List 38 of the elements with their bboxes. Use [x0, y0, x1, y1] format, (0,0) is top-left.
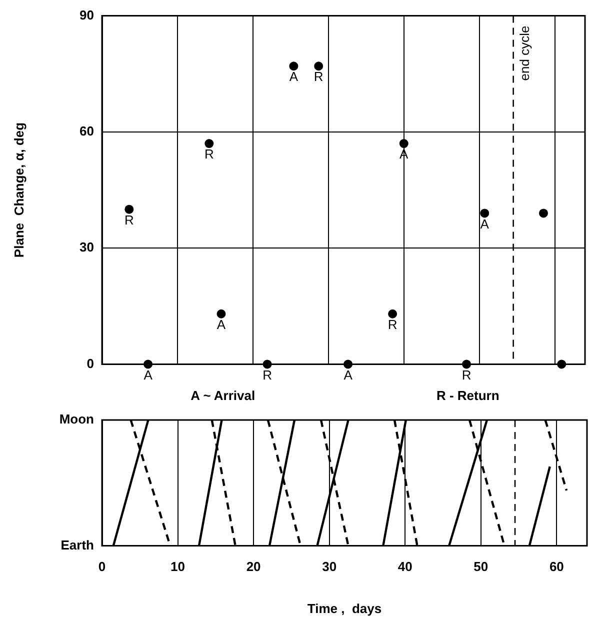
x-axis-title: Time , days — [307, 600, 382, 616]
annotation: A — [289, 69, 298, 84]
annotation: A — [480, 216, 490, 232]
x-tick-label: 40 — [398, 559, 412, 574]
y-tick-label: 30 — [80, 240, 94, 255]
text: Earth — [60, 537, 94, 552]
text: R - Return — [436, 388, 500, 402]
x-tick-label: 10 — [170, 559, 186, 574]
annotation: A — [344, 367, 353, 382]
annotation: A — [144, 367, 153, 382]
annotation: R — [124, 212, 134, 228]
point — [289, 62, 298, 71]
annotation: R — [262, 367, 272, 382]
y-tick-label: 90 — [80, 7, 94, 22]
x-tick-label: 60 — [549, 559, 564, 574]
x-tick-label: 30 — [322, 559, 337, 574]
annotation: R — [388, 316, 398, 332]
y-tick-label: 60 — [80, 124, 94, 139]
point — [216, 309, 226, 318]
y-axis-title: Plane Change, α, deg — [11, 122, 26, 258]
point — [124, 204, 134, 214]
point — [480, 208, 490, 218]
point — [314, 62, 324, 71]
annotation: A — [216, 316, 226, 332]
x-tick-label: 0 — [98, 559, 106, 574]
point — [388, 309, 398, 318]
ref-line-label: end cycle — [516, 26, 532, 81]
text: A ~ Arrival — [190, 388, 256, 402]
annotation: R — [204, 146, 214, 162]
text: Moon — [59, 412, 94, 427]
point — [399, 139, 408, 148]
annotation: R — [462, 367, 472, 382]
x-tick-label: 20 — [246, 559, 261, 574]
x-tick-label: 50 — [474, 559, 488, 574]
annotation: R — [314, 69, 324, 84]
y-tick-label: 0 — [86, 356, 94, 371]
point — [204, 139, 214, 148]
point — [538, 208, 548, 218]
